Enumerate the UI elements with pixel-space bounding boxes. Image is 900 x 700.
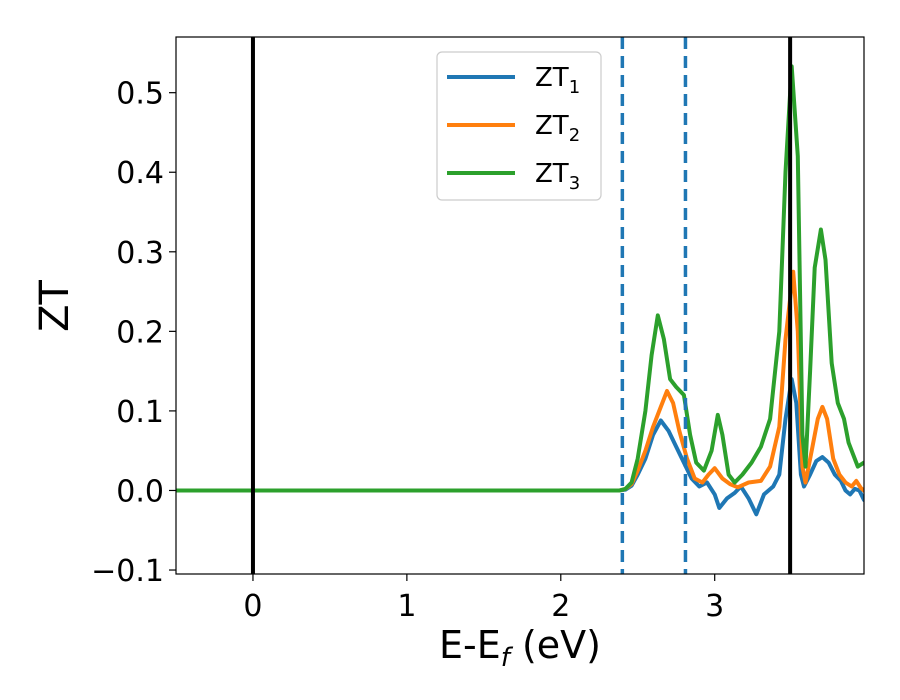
legend-label-subscript: 2: [569, 125, 580, 146]
y-tick-label: 0.4: [116, 156, 164, 191]
vline-layer: [250, 37, 793, 574]
legend-box: [436, 51, 602, 201]
x-tick-label: 1: [397, 589, 416, 624]
y-tick-label: 0.0: [116, 474, 164, 509]
y-tick-label: 0.5: [116, 77, 164, 112]
x-axis: 0 1 2 3: [243, 574, 724, 624]
series-layer: [176, 64, 864, 517]
x-axis-label-main: E-E: [439, 623, 501, 667]
legend-label-main: ZT: [535, 63, 569, 93]
series-line-1: [176, 377, 864, 517]
legend-label-3: ZT3: [535, 159, 580, 194]
legend-label-subscript: 1: [569, 77, 580, 98]
y-tick-label: 0.2: [116, 315, 164, 350]
legend-label-main: ZT: [535, 159, 569, 189]
y-tick-label: 0.3: [116, 236, 164, 271]
legend-label-main: ZT: [535, 111, 569, 141]
x-tick-label: 2: [551, 589, 570, 624]
x-axis-label-unit: (eV): [510, 623, 601, 667]
legend-label-1: ZT1: [535, 63, 580, 98]
series-line-2: [176, 269, 864, 493]
legend-label-2: ZT2: [535, 111, 580, 146]
series-line-3: [176, 64, 864, 493]
y-tick-label: 0.1: [116, 395, 164, 430]
legend-label-subscript: 3: [569, 173, 580, 194]
y-tick-label: −0.1: [91, 554, 164, 589]
x-axis-label: E-Ef (eV): [439, 623, 601, 673]
y-axis-label: ZT: [32, 280, 78, 332]
x-tick-label: 0: [243, 589, 262, 624]
x-tick-label: 3: [705, 589, 724, 624]
y-axis: −0.1 0.0 0.1 0.2 0.3 0.4 0.5: [91, 77, 176, 589]
plot-frame: [175, 36, 865, 575]
